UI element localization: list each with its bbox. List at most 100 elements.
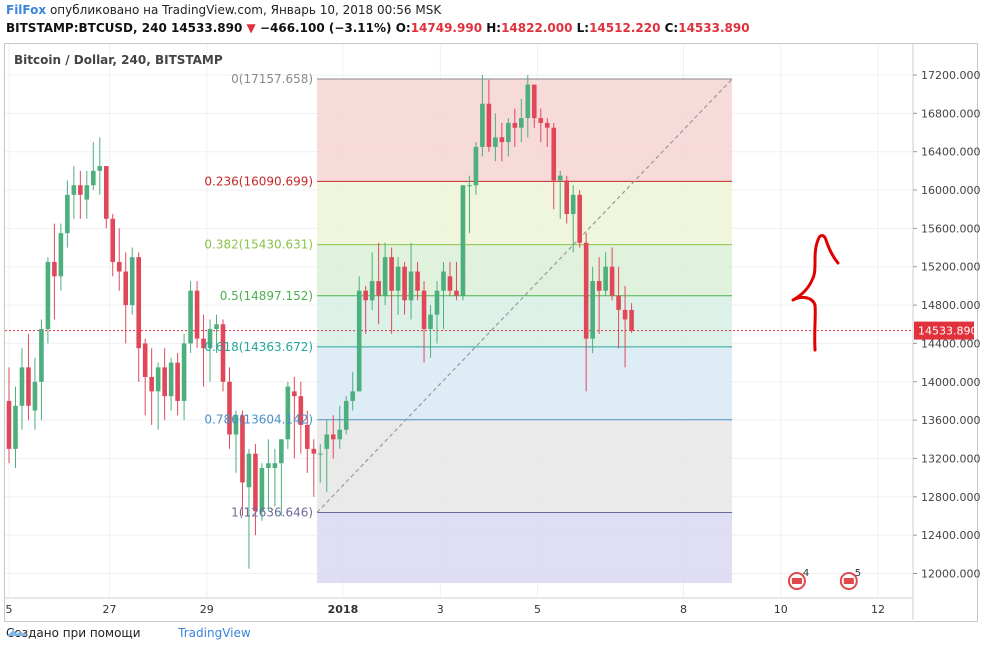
candle-body [279, 439, 284, 464]
time-tick-label: 29 [200, 603, 214, 616]
tradingview-link[interactable]: TradingView [178, 626, 251, 640]
header-bar: FilFox опубликовано на TradingView.com, … [0, 0, 983, 40]
candle-body [447, 276, 453, 291]
price-tick-label: 16000.000 [921, 184, 981, 197]
candle-body [402, 266, 407, 301]
candle-body [19, 367, 25, 406]
candle-body [6, 400, 12, 449]
candle-body [583, 242, 589, 339]
candle-body [181, 343, 187, 401]
price-tick-label: 16400.000 [921, 146, 981, 159]
candle-body [382, 257, 388, 296]
fib-level-label: 0.786(13604.142) [204, 413, 313, 427]
last-price: 14533.890 [170, 21, 243, 35]
current-price-label: 14533.890 [918, 325, 978, 338]
footer: Создано при помощи TradingView [6, 626, 251, 640]
fib-zone [317, 512, 733, 584]
event-flag-icon [843, 578, 854, 584]
candle-body [194, 290, 200, 339]
candle-body [525, 84, 531, 119]
candle-body [454, 290, 459, 296]
ohlc-open: 14749.990 [410, 21, 483, 35]
candle-body [26, 367, 31, 406]
candle-body [506, 122, 511, 143]
candle-body [415, 271, 420, 291]
time-tick-label: 8 [680, 603, 687, 616]
price-tick-label: 13200.000 [921, 452, 981, 465]
symbol-info: BITSTAMP:BTCUSD, 240 14533.890 ▼ −466.10… [6, 21, 750, 35]
candle-body [551, 127, 557, 181]
candle-body [110, 218, 116, 262]
chart-legend: Bitcoin / Dollar, 240, BITSTAMP [14, 53, 223, 67]
ohlc-close: 14533.890 [678, 21, 750, 35]
candle-body [544, 122, 550, 128]
candle-body [168, 362, 174, 397]
candle-body [350, 391, 356, 401]
projection-drawing [791, 234, 840, 352]
fib-zone [317, 79, 733, 182]
candle-body [616, 295, 621, 310]
candle-body [65, 194, 70, 234]
current-price-tag [914, 321, 974, 340]
candle-body [428, 314, 433, 330]
fib-zone [317, 295, 733, 347]
price-tick-label: 14400.000 [921, 337, 981, 350]
fib-zone [317, 346, 733, 420]
time-tick-label: 27 [103, 603, 117, 616]
candle-body [116, 261, 122, 272]
event-flag-icon [791, 578, 802, 584]
candle-body [246, 453, 252, 488]
tradingview-logo-icon [7, 628, 170, 640]
candle-body [84, 185, 90, 200]
time-tick-label: 5 [534, 603, 541, 616]
fib-zone [317, 419, 733, 513]
candle-body [32, 381, 38, 411]
price-tick-label: 12800.000 [921, 491, 981, 504]
candle-body [240, 415, 245, 483]
candle-body [408, 271, 414, 301]
candle-body [188, 290, 193, 344]
candle-body [311, 448, 317, 454]
event-count: 5 [855, 568, 861, 579]
fib-level-label: 0.382(15430.631) [204, 238, 313, 252]
candle-body [395, 266, 401, 291]
candle-body [207, 329, 213, 349]
candle-body [376, 281, 381, 296]
candle-body [58, 233, 64, 277]
author-name[interactable]: FilFox [6, 3, 47, 17]
candle-body [434, 290, 440, 315]
candle-body [259, 468, 265, 512]
candle-body [253, 453, 258, 512]
candle-body [272, 463, 278, 469]
candle-body [421, 290, 427, 330]
candle-body [343, 400, 349, 430]
candle-body [214, 324, 219, 330]
candle-body [356, 290, 362, 392]
candle-body [369, 281, 375, 301]
ohlc-low: 14512.220 [589, 21, 661, 35]
price-tick-label: 17200.000 [921, 69, 981, 82]
fib-level-label: 0.618(14363.672) [204, 340, 313, 354]
price-tick-label: 13600.000 [921, 414, 981, 427]
time-tick-label: 5 [6, 603, 13, 616]
price-tick-label: 15600.000 [921, 222, 981, 235]
candle-body [531, 84, 537, 119]
candle-body [298, 396, 304, 425]
ohlc-open-label: O: [395, 21, 411, 35]
time-tick-label: 12 [871, 603, 885, 616]
candle-body [441, 271, 446, 291]
candle-body [467, 185, 472, 187]
candle-body [97, 166, 103, 171]
time-tick-label: 2018 [328, 603, 359, 616]
candle-body [149, 376, 154, 392]
candle-body [570, 194, 576, 215]
candle-body [512, 122, 518, 128]
candle-body [78, 185, 83, 195]
candle-body [493, 137, 498, 147]
candle-body [609, 266, 615, 296]
ohlc-low-label: L: [576, 21, 590, 35]
publish-info: FilFox опубликовано на TradingView.com, … [6, 3, 441, 17]
candle-body [317, 453, 323, 455]
fib-zone [317, 181, 733, 245]
